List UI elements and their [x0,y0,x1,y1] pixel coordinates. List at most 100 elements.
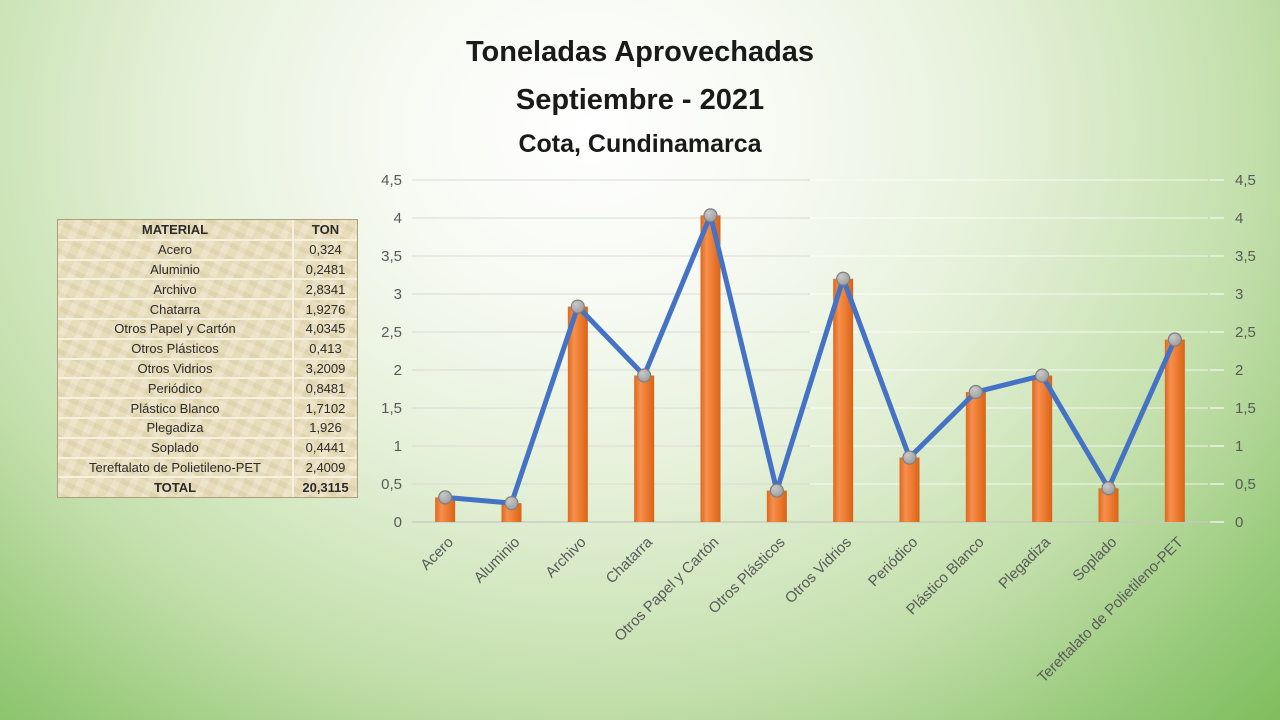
table-cell: Acero [58,239,294,261]
table-cell: Otros Papel y Cartón [58,318,294,340]
table-cell: Archivo [58,279,294,301]
chart-title-block: Toneladas Aprovechadas Septiembre - 2021… [0,28,1280,164]
materials-table: MATERIAL TON Acero 0,324 Aluminio 0,2481 Arc… [58,220,357,498]
chart-marker [1035,368,1050,383]
column-header-material: MATERIAL [58,220,294,241]
title-line-2: Septiembre - 2021 [515,84,765,116]
table-row: Soplado 0,4441 [58,437,357,459]
x-axis-label: Soplado [1069,534,1120,585]
table-cell: 0,8481 [293,378,357,400]
chart-line [442,212,1178,506]
chart-line-series [438,208,1182,511]
y-axis-label-right: 0 [1235,514,1243,531]
chart-bar [634,375,655,522]
y-axis-label-left: 1 [394,438,402,455]
table-cell: 0,4441 [293,437,357,459]
title-subtitle-location: Cota, Cundinamarca [518,130,762,158]
y-axis-label-left: 4 [394,210,402,227]
table-cell: 3,2009 [293,358,357,380]
y-axis-label-right: 3,5 [1235,248,1256,265]
x-axis-label: Tereftalato de Polietileno-PET [1034,534,1186,686]
chart-bar [833,278,854,522]
y-axis-label-left: 0,5 [381,476,402,493]
table-cell: 1,9276 [293,299,357,320]
table-total-row: TOTAL 20,3115 [58,477,357,498]
table-row: Otros Papel y Cartón 4,0345 [58,318,357,340]
table-cell: 20,3115 [302,480,349,496]
table-cell: 2,4009 [293,457,357,479]
y-axis-label-right: 2 [1235,362,1243,379]
table-row: Aluminio 0,2481 [58,259,357,281]
materials-table-container: MATERIAL TON Acero 0,324 Aluminio 0,2481 Arc… [57,219,358,499]
y-axis-label-left: 0 [394,514,402,531]
chart-marker [902,450,917,465]
combo-chart: 0 0 0,5 0,5 1 1 1,5 1,5 2 2 2,5 2,5 3 3 3,5 3,5 4 4 4,5 4,5… [381,172,1256,686]
chart-bar [435,497,456,522]
chart-marker [1167,332,1182,347]
y-axis-label-right: 1,5 [1235,400,1256,417]
x-axis-label: Plegadiza [995,533,1054,592]
y-axis-label-right: 1 [1235,438,1243,455]
title-line-1: Toneladas Aprovechadas [465,36,815,68]
y-axis-label-right: 3 [1235,286,1243,303]
x-axis-label: Aluminio [471,534,524,587]
y-axis-label-left: 3 [394,286,402,303]
y-axis-label-left: 3,5 [381,248,402,265]
table-cell: Periódico [58,378,294,400]
y-axis-label-left: 4,5 [381,172,402,189]
chart-marker [504,496,519,511]
table-row: Chatarra 1,9276 [58,299,357,320]
table-cell: 0,413 [293,338,357,360]
chart-bar [1098,488,1119,522]
table-row: Plástico Blanco 1,7102 [58,398,357,419]
table-row: Tereftalato de Polietileno-PET 2,4009 [58,457,357,479]
chart-marker [1101,481,1116,496]
chart-bar [965,392,986,522]
chart-marker [769,483,784,498]
table-cell: Soplado [58,437,294,459]
chart-bar [567,306,588,522]
table-cell: 0,2481 [293,259,357,281]
chart-marker [968,384,983,400]
chart-bar [700,215,721,522]
chart-bar [1164,339,1185,522]
y-axis-label-right: 4 [1235,210,1243,227]
table-cell: Plástico Blanco [58,398,294,419]
chart-bar [1032,375,1053,522]
chart-axis-labels: 0 0 0,5 0,5 1 1 1,5 1,5 2 2 2,5 2,5 3 3 3,5 3,5 4 4 4,5 4,5… [381,172,1256,686]
table-cell: 1,926 [293,417,357,439]
chart-marker [703,208,718,223]
chart-marker [836,271,851,286]
table-cell: Tereftalato de Polietileno-PET [58,457,294,479]
x-axis-label: Chatarra [603,533,657,587]
table-row: Otros Plásticos 0,413 [58,338,357,360]
chart-marker [438,490,453,505]
table-row: Plegadiza 1,926 [58,417,357,439]
x-axis-label: Archivo [542,534,589,581]
chart-bar [766,490,787,522]
table-cell: 1,7102 [293,398,357,419]
column-header-ton: TON [293,220,357,241]
chart-gridlines [412,179,1224,523]
table-cell: Aluminio [58,259,294,281]
chart-bar [899,457,920,522]
x-axis-label: Acero [417,534,457,574]
y-axis-label-right: 4,5 [1235,172,1256,189]
y-axis-label-left: 1,5 [381,400,402,417]
x-axis-label: Otros Vidrios [782,534,855,607]
table-row: Acero 0,324 [58,239,357,261]
table-cell: Plegadiza [58,417,294,439]
table-row: Archivo 2,8341 [58,279,357,301]
chart-bars [435,215,1185,522]
y-axis-label-right: 2,5 [1235,324,1256,341]
table-cell: Chatarra [58,299,294,320]
y-axis-label-right: 0,5 [1235,476,1256,493]
table-cell: 0,324 [293,239,357,261]
table-cell: Otros Vidrios [58,358,294,380]
chart-area: 0 0 0,5 0,5 1 1 1,5 1,5 2 2 2,5 2,5 3 3 3,5 3,5 4 4 4,5 4,5… [380,165,1280,720]
y-axis-label-left: 2,5 [381,324,402,341]
chart-marker [637,368,652,383]
table-cell: 4,0345 [293,318,357,340]
table-cell: Otros Plásticos [58,338,294,360]
